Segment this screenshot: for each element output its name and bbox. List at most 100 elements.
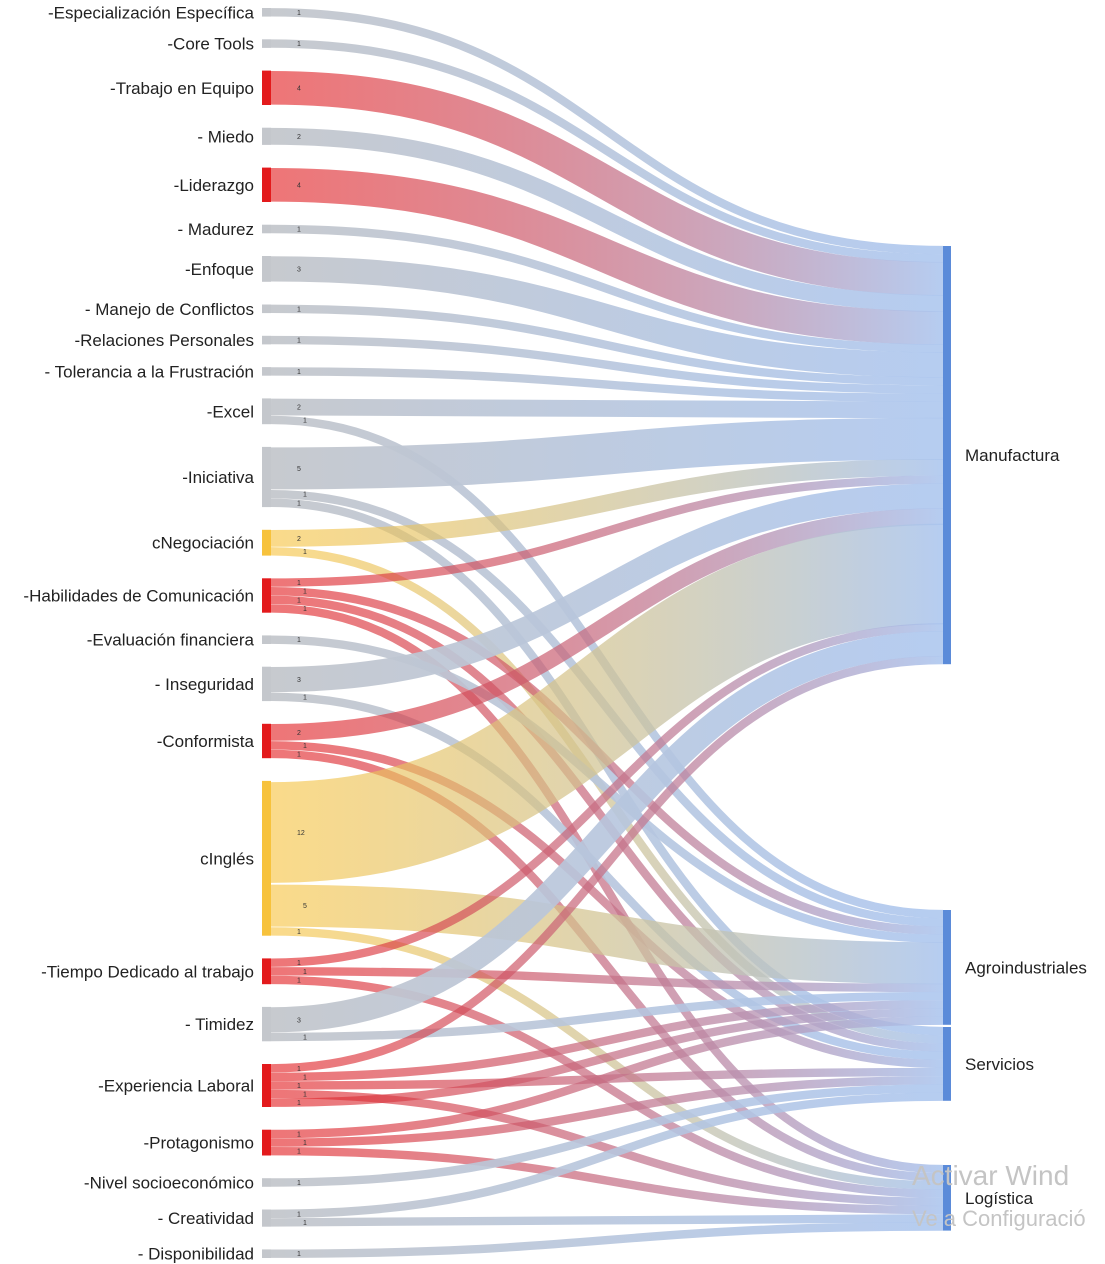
link-madurez-to-manufactura	[270, 224, 944, 353]
node-tolerancia-a-la-frustracion[interactable]	[262, 367, 271, 376]
node-inseguridad[interactable]	[262, 666, 271, 702]
link-value-label: 5	[303, 903, 307, 910]
link-timidez-to-agroindustriales	[270, 991, 944, 1042]
node-cnegociacion[interactable]	[262, 529, 271, 556]
node-especializacion-especifica[interactable]	[262, 8, 271, 17]
node-manufactura[interactable]	[943, 246, 951, 665]
node-label-enfoque: -Enfoque	[185, 260, 254, 279]
link-value-label: 1	[303, 694, 307, 701]
link-value-label: 1	[297, 977, 301, 984]
node-trabajo-en-equipo[interactable]	[262, 70, 271, 105]
link-value-label: 1	[297, 1180, 301, 1187]
node-madurez[interactable]	[262, 224, 271, 234]
node-label-timidez: - Timidez	[185, 1015, 254, 1034]
sankey-links	[270, 8, 944, 1258]
link-liderazgo-to-manufactura	[270, 168, 944, 345]
node-label-agroindustriales: Agroindustriales	[965, 958, 1087, 977]
node-label-servicios: Servicios	[965, 1055, 1034, 1074]
node-liderazgo[interactable]	[262, 167, 271, 202]
link-value-label: 1	[297, 960, 301, 967]
node-label-disponibilidad: - Disponibilidad	[138, 1245, 254, 1264]
link-cnegociacion-to-manufactura	[270, 459, 944, 547]
link-experiencia-laboral-to-agroindustriales	[270, 1000, 944, 1082]
node-creatividad[interactable]	[262, 1209, 271, 1227]
link-value-label: 1	[303, 1074, 307, 1081]
link-creatividad-to-servicios	[270, 1092, 944, 1218]
node-label-miedo: - Miedo	[197, 127, 254, 146]
node-label-relaciones-personales: -Relaciones Personales	[74, 331, 254, 350]
node-servicios[interactable]	[943, 1027, 951, 1101]
link-value-label: 1	[303, 1035, 307, 1042]
node-evaluacion-financiera[interactable]	[262, 635, 271, 644]
link-protagonismo-to-logistica	[270, 1147, 944, 1215]
link-value-label: 1	[303, 1140, 307, 1147]
node-iniciativa[interactable]	[262, 446, 271, 508]
node-excel[interactable]	[262, 398, 271, 425]
link-value-label: 1	[297, 369, 301, 376]
link-value-label: 3	[297, 677, 301, 684]
link-value-label: 1	[297, 1149, 301, 1156]
link-value-label: 1	[297, 1100, 301, 1107]
link-value-label: 1	[303, 549, 307, 556]
link-cingles-to-manufactura	[270, 523, 944, 883]
link-value-label: 1	[297, 929, 301, 936]
node-label-manufactura: Manufactura	[965, 446, 1060, 465]
node-label-inseguridad: - Inseguridad	[155, 675, 254, 694]
link-value-label: 12	[297, 830, 305, 837]
node-label-madurez: - Madurez	[177, 220, 254, 239]
link-value-label: 4	[297, 85, 301, 92]
link-value-label: 1	[297, 597, 301, 604]
node-tiempo-dedicado-al-trabajo[interactable]	[262, 958, 271, 985]
link-value-label: 1	[297, 1083, 301, 1090]
link-conformista-to-manufactura	[270, 508, 944, 741]
link-habilidades-de-comunicacion-to-logistica	[270, 604, 944, 1174]
link-value-label: 1	[297, 338, 301, 345]
node-experiencia-laboral[interactable]	[262, 1064, 271, 1107]
node-label-tolerancia-a-la-frustracion: - Tolerancia a la Frustración	[45, 362, 254, 381]
node-agroindustriales[interactable]	[943, 910, 951, 1025]
link-miedo-to-manufactura	[270, 127, 944, 312]
link-tiempo-dedicado-al-trabajo-to-agroindustriales	[270, 967, 944, 993]
node-manejo-de-conflictos[interactable]	[262, 304, 271, 314]
link-cingles-to-agroindustriales	[270, 884, 944, 985]
node-relaciones-personales[interactable]	[262, 335, 271, 345]
node-enfoque[interactable]	[262, 256, 271, 282]
node-label-manejo-de-conflictos: - Manejo de Conflictos	[85, 300, 254, 319]
node-label-creatividad: - Creatividad	[158, 1209, 254, 1228]
link-core-tools-to-manufactura	[270, 39, 944, 263]
link-inseguridad-to-manufactura	[270, 483, 944, 693]
link-disponibilidad-to-logistica	[270, 1222, 944, 1258]
node-protagonismo[interactable]	[262, 1129, 271, 1156]
link-value-label: 5	[297, 466, 301, 473]
node-core-tools[interactable]	[262, 39, 271, 48]
link-value-label: 2	[297, 536, 301, 543]
node-miedo[interactable]	[262, 127, 271, 145]
link-conformista-to-servicios	[270, 741, 944, 1069]
node-label-cingles: cInglés	[200, 849, 254, 868]
node-conformista[interactable]	[262, 723, 271, 759]
node-disponibilidad[interactable]	[262, 1249, 271, 1258]
link-value-label: 1	[297, 10, 301, 17]
link-experiencia-laboral-to-manufactura	[270, 655, 944, 1073]
node-label-iniciativa: -Iniciativa	[182, 468, 254, 487]
node-label-cnegociacion: cNegociación	[152, 534, 254, 553]
node-logistica[interactable]	[943, 1165, 951, 1231]
node-timidez[interactable]	[262, 1006, 271, 1042]
node-cingles[interactable]	[262, 780, 271, 936]
link-value-label: 1	[297, 1211, 301, 1218]
link-value-label: 1	[303, 1092, 307, 1099]
link-value-label: 1	[303, 969, 307, 976]
link-value-label: 3	[297, 266, 301, 273]
node-label-habilidades-de-comunicacion: -Habilidades de Comunicación	[23, 587, 254, 606]
node-habilidades-de-comunicacion[interactable]	[262, 578, 271, 613]
link-value-label: 1	[297, 227, 301, 234]
link-value-label: 2	[297, 134, 301, 141]
link-timidez-to-manufactura	[270, 631, 944, 1033]
link-enfoque-to-manufactura	[270, 256, 944, 378]
link-habilidades-de-comunicacion-to-manufactura	[270, 475, 944, 587]
link-value-label: 1	[297, 751, 301, 758]
link-value-label: 1	[303, 743, 307, 750]
link-relaciones-personales-to-manufactura	[270, 335, 944, 394]
node-nivel-socioeconomico[interactable]	[262, 1178, 271, 1187]
